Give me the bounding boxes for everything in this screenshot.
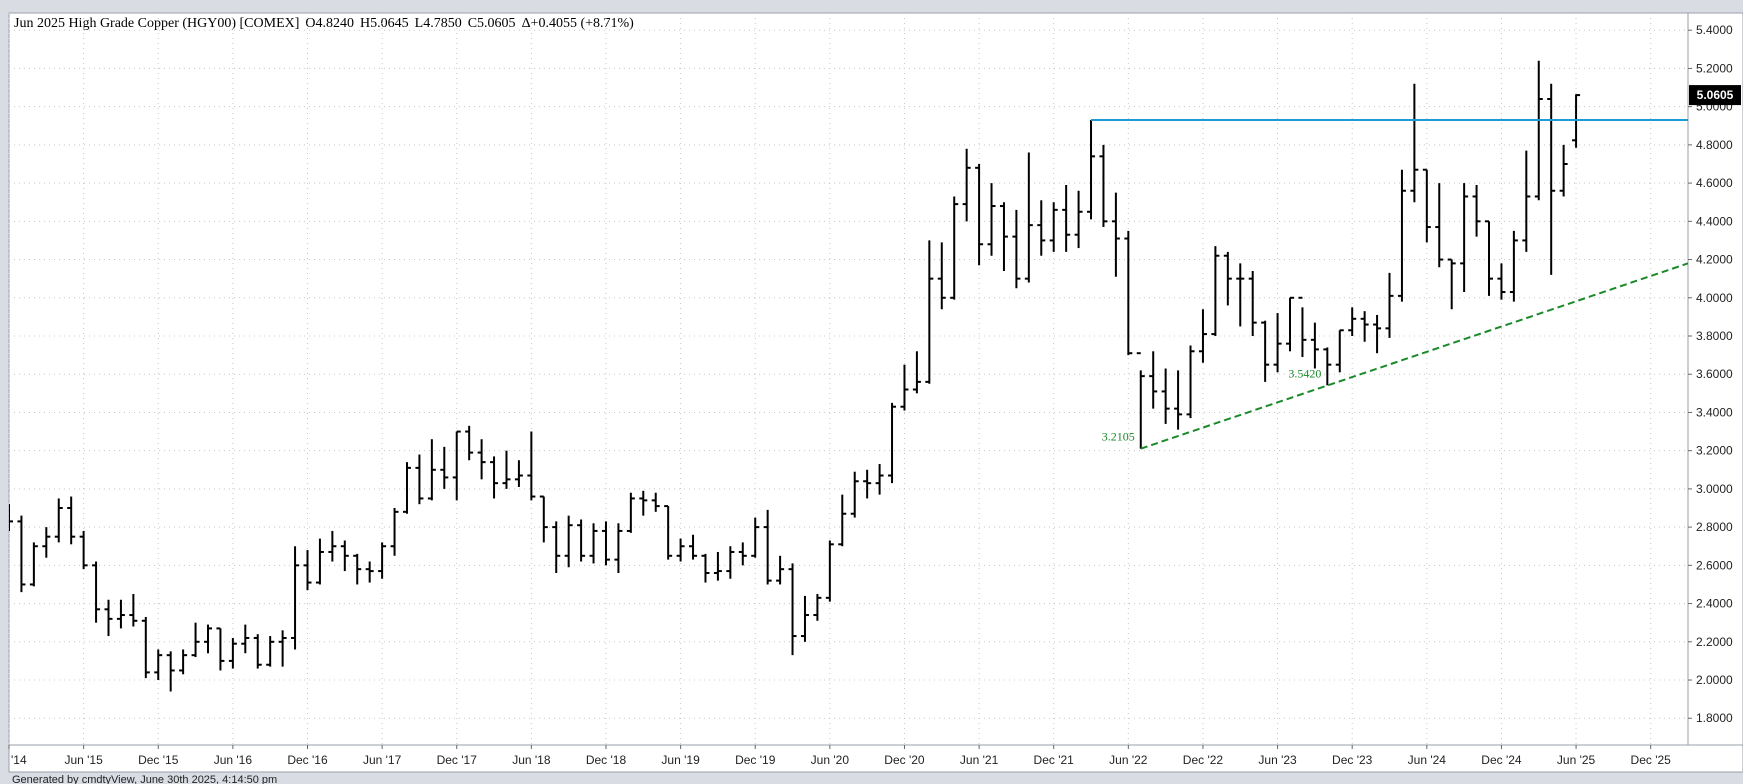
last-price-label: 5.0605 xyxy=(1697,88,1734,102)
x-tick-label: Dec '19 xyxy=(735,753,776,767)
header-title: Jun 2025 High Grade Copper (HGY00) [COME… xyxy=(14,16,299,31)
axes: 1.8000 2.0000 2.2000 2.4000 2.6000 2.8000 3.00… xyxy=(8,23,1741,767)
y-tick-label: 3.2000 xyxy=(1696,444,1733,458)
y-tick-label: 5.4000 xyxy=(1696,23,1733,37)
x-tick-label: Dec '24 xyxy=(1481,753,1522,767)
header-close: C5.0605 xyxy=(468,16,516,31)
y-tick-label: 2.2000 xyxy=(1696,635,1733,649)
header-high: H5.0645 xyxy=(360,16,409,31)
trendline xyxy=(1140,262,1688,450)
x-tick-label: Jun '20 xyxy=(811,753,850,767)
x-tick-label: Dec '18 xyxy=(586,753,627,767)
y-tick-label: 3.6000 xyxy=(1696,367,1733,381)
annotation: 3.2105 xyxy=(1102,430,1135,444)
x-tick-label: Jun '17 xyxy=(363,753,402,767)
y-tick-label: 3.0000 xyxy=(1696,482,1733,496)
x-tick-label: Dec '16 xyxy=(287,753,328,767)
y-tick-label: 4.6000 xyxy=(1696,176,1733,190)
time-axis xyxy=(8,744,1743,773)
y-tick-label: 4.0000 xyxy=(1696,291,1733,305)
y-tick-label: 2.8000 xyxy=(1696,520,1733,534)
x-tick-label: Jun '24 xyxy=(1408,753,1447,767)
x-tick-label: Jun '19 xyxy=(661,753,700,767)
x-tick-label: Jun '25 xyxy=(1557,753,1596,767)
x-tick-label: Jun '22 xyxy=(1109,753,1148,767)
x-tick-label: '14 xyxy=(11,753,27,767)
last-price-box xyxy=(1689,85,1741,106)
y-tick-label: 4.4000 xyxy=(1696,214,1733,228)
y-tick-label: 1.8000 xyxy=(1696,711,1733,725)
y-tick-label: 4.8000 xyxy=(1696,138,1733,152)
price-axis xyxy=(1687,12,1743,746)
x-tick-label: Dec '20 xyxy=(884,753,925,767)
x-tick-label: Dec '25 xyxy=(1631,753,1672,767)
x-tick-label: Dec '22 xyxy=(1183,753,1224,767)
header-low: L4.7850 xyxy=(415,16,462,31)
y-tick-label: 5.2000 xyxy=(1696,61,1733,75)
x-tick-label: Dec '23 xyxy=(1332,753,1373,767)
bars xyxy=(9,60,1688,692)
x-tick-label: Jun '21 xyxy=(960,753,999,767)
y-tick-label: 2.4000 xyxy=(1696,597,1733,611)
y-tick-label: 4.2000 xyxy=(1696,253,1733,267)
y-tick-label: 2.6000 xyxy=(1696,558,1733,572)
x-tick-label: Dec '15 xyxy=(138,753,179,767)
x-tick-label: Dec '21 xyxy=(1034,753,1075,767)
annotation: 3.5420 xyxy=(1288,366,1321,380)
x-tick-label: Jun '15 xyxy=(64,753,103,767)
header-open: O4.8240 xyxy=(305,16,354,31)
header-change: Δ+0.4055 (+8.71%) xyxy=(522,16,635,31)
header: Jun 2025 High Grade Copper (HGY00) [COME… xyxy=(14,16,634,31)
x-tick-label: Jun '16 xyxy=(214,753,253,767)
x-tick-label: Jun '18 xyxy=(512,753,551,767)
y-tick-label: 3.4000 xyxy=(1696,405,1733,419)
plot-area xyxy=(8,12,1689,746)
y-tick-label: 2.0000 xyxy=(1696,673,1733,687)
y-tick-label: 3.8000 xyxy=(1696,329,1733,343)
x-tick-label: Jun '23 xyxy=(1258,753,1297,767)
x-tick-label: Dec '17 xyxy=(437,753,478,767)
footer: Generated by cmdtyView, June 30th 2025, … xyxy=(12,774,277,784)
grid xyxy=(8,13,1688,745)
